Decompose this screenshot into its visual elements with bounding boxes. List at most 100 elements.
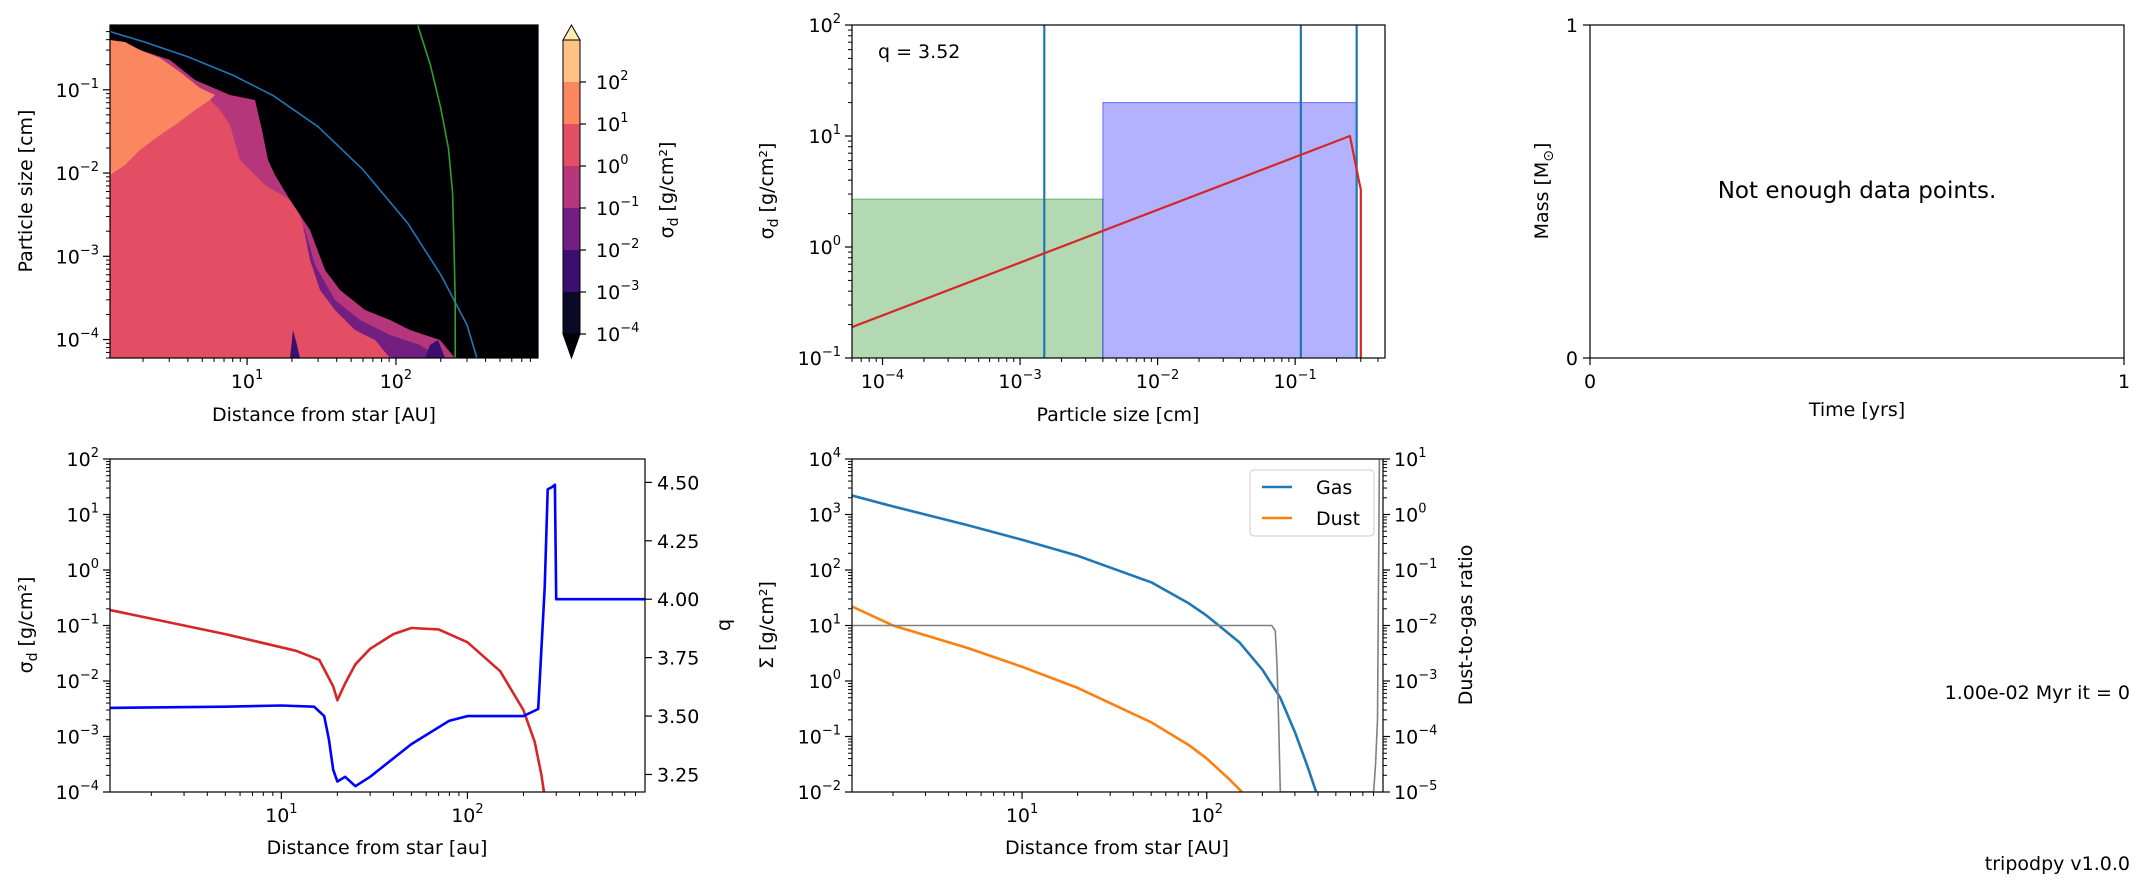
colorbar-under-arrow <box>562 333 581 360</box>
surface-density-ytick-label: 100 <box>809 668 841 693</box>
size-distribution-ylabel: σd [g/cm²] <box>756 143 782 240</box>
colorbar-level <box>563 292 580 334</box>
colorbar-label: σd [g/cm²] <box>656 142 682 239</box>
heatmap-ytick-label: 10−3 <box>56 243 99 268</box>
sigma-profile-line <box>110 608 546 792</box>
heatmap-ylabel: Particle size [cm] <box>15 110 37 273</box>
mass-xtick-label: 1 <box>2118 371 2130 393</box>
size-distribution-axes-frame <box>851 24 1386 359</box>
time-label: 1.00e-02 Myr it = 0 <box>1945 682 2130 704</box>
dust-gas-ytick-label: 101 <box>1394 446 1426 471</box>
sigma-q-ytick-label: 10−1 <box>56 613 99 638</box>
surface-density-ytick-label: 10−2 <box>798 779 841 804</box>
colorbar-level <box>563 166 580 208</box>
q-ytick-label: 3.50 <box>657 706 699 728</box>
q-ytick-label: 4.25 <box>657 531 699 553</box>
mass-ytick-label: 1 <box>1566 15 1578 37</box>
colorbar-tick-label: 10−4 <box>596 321 639 346</box>
colorbar-over-arrow <box>562 23 581 41</box>
heatmap-ytick-label: 10−1 <box>56 77 99 102</box>
size-distribution-xtick-label: 10−1 <box>1273 368 1316 393</box>
legend: Gas Dust <box>1249 469 1375 537</box>
heatmap-xtick-label: 101 <box>231 368 263 393</box>
panel-dust-distribution: Distance from star [AU] Particle size [c… <box>15 23 682 426</box>
surface-density-ytick-label: 101 <box>809 613 841 638</box>
surface-density-ytick-label: 10−1 <box>798 724 841 749</box>
q-annotation: q = 3.52 <box>878 41 960 63</box>
size-distribution-xtick-label: 10−4 <box>861 368 904 393</box>
dust-gas-ytick-label: 10−2 <box>1394 613 1437 638</box>
heatmap-xtick-label: 102 <box>380 368 412 393</box>
surface-density-ylabel: Σ [g/cm²] <box>756 581 778 669</box>
colorbar: 10−4 10−3 10−2 10−1 100 101 102 σd [g/cm²] <box>562 23 682 360</box>
sigma-q-ytick-label: 100 <box>67 557 99 582</box>
power-law-line <box>852 134 1362 358</box>
surface-density-ytick-label: 104 <box>809 446 841 471</box>
sigma-q-xlabel: Distance from star [au] <box>267 837 488 859</box>
q-ytick-label: 4.00 <box>657 589 699 611</box>
panel-sigma-q: Distance from star [au] σd [g/cm²] q <box>15 458 735 859</box>
mass-message: Not enough data points. <box>1718 178 1997 204</box>
colorbar-level <box>563 82 580 124</box>
sigma-q-ytick-label: 10−3 <box>56 724 99 749</box>
heatmap-area <box>110 25 538 358</box>
dust-to-gas-line <box>852 459 1381 792</box>
colorbar-levels: 10−4 10−3 10−2 10−1 100 101 102 <box>562 23 639 360</box>
legend-dust-label: Dust <box>1316 508 1360 530</box>
heatmap-spike-2 <box>425 340 445 358</box>
q-profile-line <box>110 483 645 788</box>
version-label: tripodpy v1.0.0 <box>1985 853 2130 875</box>
sigma-q-ytick-label: 101 <box>67 502 99 527</box>
mass-xlabel: Time [yrs] <box>1808 399 1905 421</box>
surface-density-xtick-label: 102 <box>1191 802 1223 827</box>
panel-surface-density: Distance from star [AU] Σ [g/cm²] Dust-t… <box>756 458 1477 859</box>
q-ytick-label: 3.75 <box>657 648 699 670</box>
colorbar-tick-label: 10−3 <box>596 279 639 304</box>
panel-size-distribution: q = 3.52 Particle size [cm] σd [g/cm²] <box>756 24 1386 426</box>
mass-xtick-label: 0 <box>1584 371 1596 393</box>
colorbar-level <box>563 40 580 82</box>
drift-limit-line <box>416 25 457 358</box>
sigma-q-ylabel: σd [g/cm²] <box>15 577 41 674</box>
sigma-q-xtick-label: 102 <box>451 802 483 827</box>
heatmap-region-level-7 <box>110 40 215 175</box>
size-distribution-ytick-label: 100 <box>809 234 841 259</box>
colorbar-tick-label: 10−1 <box>596 195 639 220</box>
heatmap-ytick-label: 10−4 <box>56 327 99 352</box>
colorbar-frame <box>562 39 581 335</box>
colorbar-tick-label: 10−2 <box>596 237 639 262</box>
heatmap-ytick-label: 10−2 <box>56 160 99 185</box>
surface-density-ytick-label: 103 <box>809 502 841 527</box>
colorbar-level <box>563 124 580 166</box>
size-distribution-xtick-label: 10−2 <box>1136 368 1179 393</box>
heatmap-spike-1 <box>290 330 300 358</box>
size-distribution-ytick-label: 102 <box>809 12 841 37</box>
surface-density-plot <box>852 459 1381 792</box>
surface-density-xlabel: Distance from star [AU] <box>1005 837 1229 859</box>
size-distribution-xlabel: Particle size [cm] <box>1037 404 1200 426</box>
dust-gas-ytick-label: 10−5 <box>1394 779 1437 804</box>
colorbar-tick-label: 101 <box>596 111 628 136</box>
gas-line <box>852 494 1318 792</box>
surface-density-y2label: Dust-to-gas ratio <box>1455 545 1477 706</box>
sigma-q-xtick-label: 101 <box>265 802 297 827</box>
sigma-q-plot <box>110 483 645 792</box>
colorbar-tick-label: 100 <box>596 153 628 178</box>
surface-density-ytick-label: 102 <box>809 557 841 582</box>
sigma-q-y2label: q <box>713 619 735 631</box>
size-distribution-plot <box>852 25 1362 358</box>
colorbar-level <box>563 250 580 292</box>
dust-gas-ytick-label: 10−3 <box>1394 668 1437 693</box>
fragmentation-limit-line <box>110 30 478 358</box>
surface-density-xtick-label: 101 <box>1006 802 1038 827</box>
dust-gas-ytick-label: 100 <box>1394 502 1426 527</box>
heatmap-xlabel: Distance from star [AU] <box>212 404 436 426</box>
colorbar-level <box>563 208 580 250</box>
dust-gas-ytick-label: 10−1 <box>1394 557 1437 582</box>
mass-ylabel: Mass [M⊙] <box>1531 143 1557 240</box>
legend-gas-label: Gas <box>1316 477 1352 499</box>
sigma-q-ytick-label: 10−2 <box>56 668 99 693</box>
mass-axes-frame <box>1589 24 2125 359</box>
